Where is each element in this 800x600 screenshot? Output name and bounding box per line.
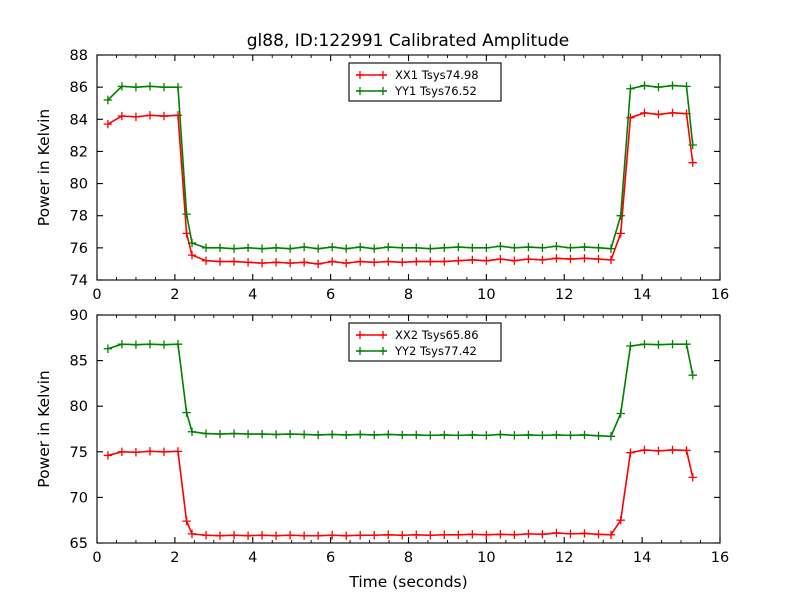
axes-panel-top: 0 2 4 6 8 10 12 14 16 74 76 78 80 82 84 86 88 Power in Ke… xyxy=(35,48,729,303)
axes-panel-bottom: 0 2 4 6 8 10 12 14 16 65 70 75 80 85 90 Power in Kelvin… xyxy=(35,308,729,591)
x-tick-label: 10 xyxy=(477,287,495,303)
x-tick-label: 12 xyxy=(555,287,573,303)
data-layer xyxy=(103,339,697,540)
legend-label-1: YY2 Tsys77.42 xyxy=(394,344,477,358)
series-markers-0 xyxy=(103,108,697,269)
x-tick-label: 4 xyxy=(248,550,257,566)
x-axis-label: Time (seconds) xyxy=(348,573,467,591)
y-tick-label: 90 xyxy=(70,308,88,324)
x-tick-label: 8 xyxy=(404,287,413,303)
legend-bottom[interactable]: XX2 Tsys65.86 YY2 Tsys77.42 xyxy=(348,322,502,362)
x-tick-label: 6 xyxy=(326,287,335,303)
y-tick-label: 76 xyxy=(70,241,88,257)
x-tick-label: 12 xyxy=(555,550,573,566)
x-tick-label: 10 xyxy=(477,550,495,566)
legend-label-0: XX2 Tsys65.86 xyxy=(395,328,479,342)
x-tick-label: 0 xyxy=(92,287,101,303)
legend-label-0: XX1 Tsys74.98 xyxy=(395,68,479,82)
y-axis-label: Power in Kelvin xyxy=(35,370,53,487)
x-tick-label: 2 xyxy=(170,550,179,566)
series-line-0 xyxy=(107,449,694,537)
series-markers-1 xyxy=(103,339,697,441)
legend-marker-0 xyxy=(356,71,387,79)
y-tick-label: 86 xyxy=(70,80,88,96)
legend-label-1: YY1 Tsys76.52 xyxy=(394,84,477,98)
legend-box xyxy=(348,62,502,102)
x-tick-label: 4 xyxy=(248,287,257,303)
y-tick-label: 75 xyxy=(70,445,88,461)
x-tick-label: 16 xyxy=(711,287,729,303)
x-tick-label: 14 xyxy=(633,550,651,566)
y-tick-label: 70 xyxy=(70,490,88,506)
y-tick-label: 82 xyxy=(70,144,88,160)
legend-marker-1 xyxy=(356,87,387,95)
y-tick-label: 80 xyxy=(70,399,88,415)
x-tick-label: 8 xyxy=(404,550,413,566)
x-tick-label: 2 xyxy=(170,287,179,303)
x-tick-label: 6 xyxy=(326,550,335,566)
x-tick-label: 0 xyxy=(92,550,101,566)
data-layer xyxy=(103,81,697,269)
x-tick-label: 16 xyxy=(711,550,729,566)
x-tick-label: 14 xyxy=(633,287,651,303)
y-tick-label: 78 xyxy=(70,209,88,225)
series-markers-1 xyxy=(103,81,697,253)
series-line-0 xyxy=(107,112,694,265)
legend-marker-1 xyxy=(356,347,387,355)
y-tick-label: 80 xyxy=(70,177,88,193)
y-axis-label: Power in Kelvin xyxy=(35,109,53,226)
series-line-1 xyxy=(107,84,694,250)
legend-marker-0 xyxy=(356,331,387,339)
y-tick-label: 74 xyxy=(70,273,88,289)
y-tick-label: 88 xyxy=(70,48,88,64)
legend-box xyxy=(348,322,502,362)
y-tick-label: 65 xyxy=(70,536,88,552)
series-markers-0 xyxy=(103,445,697,540)
legend-top[interactable]: XX1 Tsys74.98 YY1 Tsys76.52 xyxy=(348,62,502,102)
y-tick-label: 84 xyxy=(70,112,88,128)
figure-title: gl88, ID:122991 Calibrated Amplitude xyxy=(247,31,569,51)
y-tick-label: 85 xyxy=(70,354,88,370)
